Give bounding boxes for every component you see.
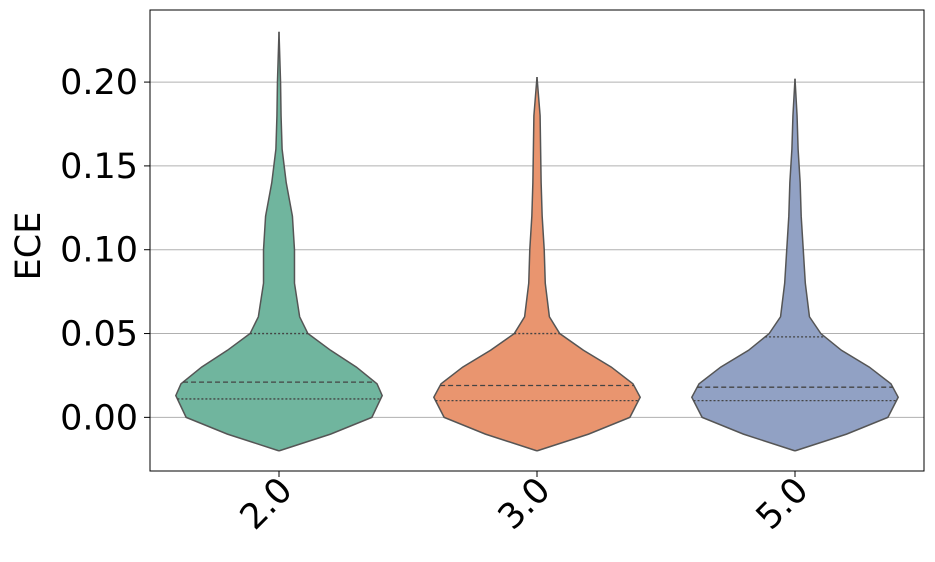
violin-body xyxy=(536,76,642,452)
y-tick-label: 0.05 xyxy=(60,315,138,355)
violin-body xyxy=(690,78,796,452)
y-axis-label: ECE xyxy=(9,212,49,281)
violin-body xyxy=(794,78,900,452)
y-tick-label: 0.15 xyxy=(60,147,138,187)
violin-body xyxy=(278,31,384,452)
y-tick-label: 0.10 xyxy=(60,231,138,271)
x-tick-label: 2.0 xyxy=(233,470,301,538)
x-tick-label: 5.0 xyxy=(749,470,817,538)
violin-body xyxy=(432,76,538,452)
y-tick-label: 0.20 xyxy=(60,63,138,103)
plot-frame xyxy=(149,9,925,472)
y-tick-label: 0.00 xyxy=(60,398,138,438)
x-tick-label: 3.0 xyxy=(491,470,559,538)
violin-body xyxy=(174,31,280,452)
